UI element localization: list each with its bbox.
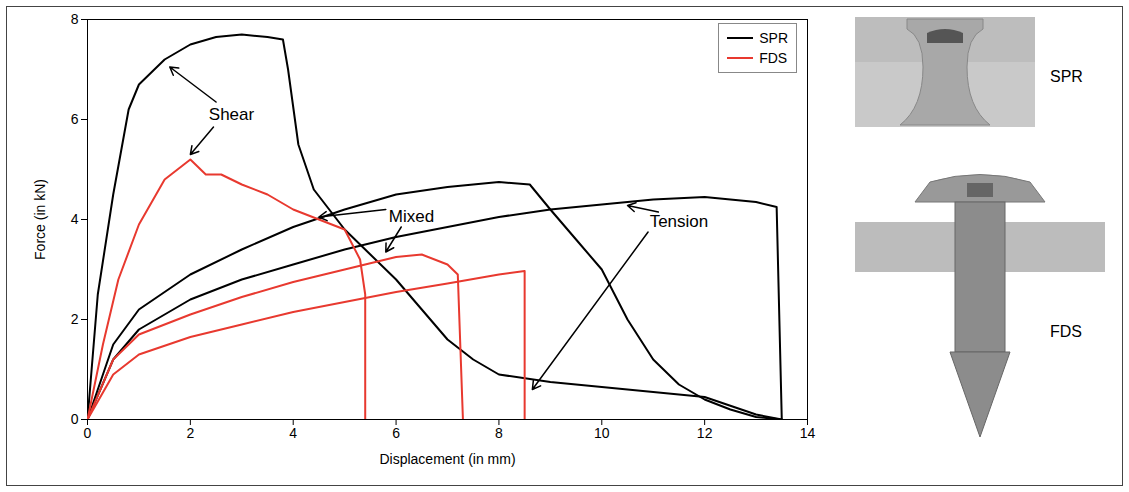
svg-text:10: 10 [594,425,610,441]
svg-text:FDS: FDS [1050,323,1082,340]
svg-text:6: 6 [392,425,400,441]
svg-text:4: 4 [289,425,297,441]
html-text:FDS: FDS [759,50,788,66]
svg-text:8: 8 [71,11,79,27]
svg-text:Displacement (in mm): Displacement (in mm) [379,451,515,467]
svg-text:0: 0 [71,411,79,427]
svg-text:4: 4 [71,211,79,227]
svg-text:0: 0 [84,425,92,441]
svg-text:Force (in kN): Force (in kN) [32,179,48,260]
svg-text:14: 14 [800,425,816,441]
svg-text:SPR: SPR [1050,68,1083,85]
svg-text:Mixed: Mixed [389,207,434,226]
svg-text:6: 6 [71,111,79,127]
svg-text:2: 2 [186,425,194,441]
svg-text:8: 8 [495,425,503,441]
html-text:SPR: SPR [759,30,788,46]
svg-text:2: 2 [71,311,79,327]
svg-text:Shear: Shear [209,105,255,124]
svg-text:Tension: Tension [650,212,709,231]
svg-text:12: 12 [697,425,713,441]
